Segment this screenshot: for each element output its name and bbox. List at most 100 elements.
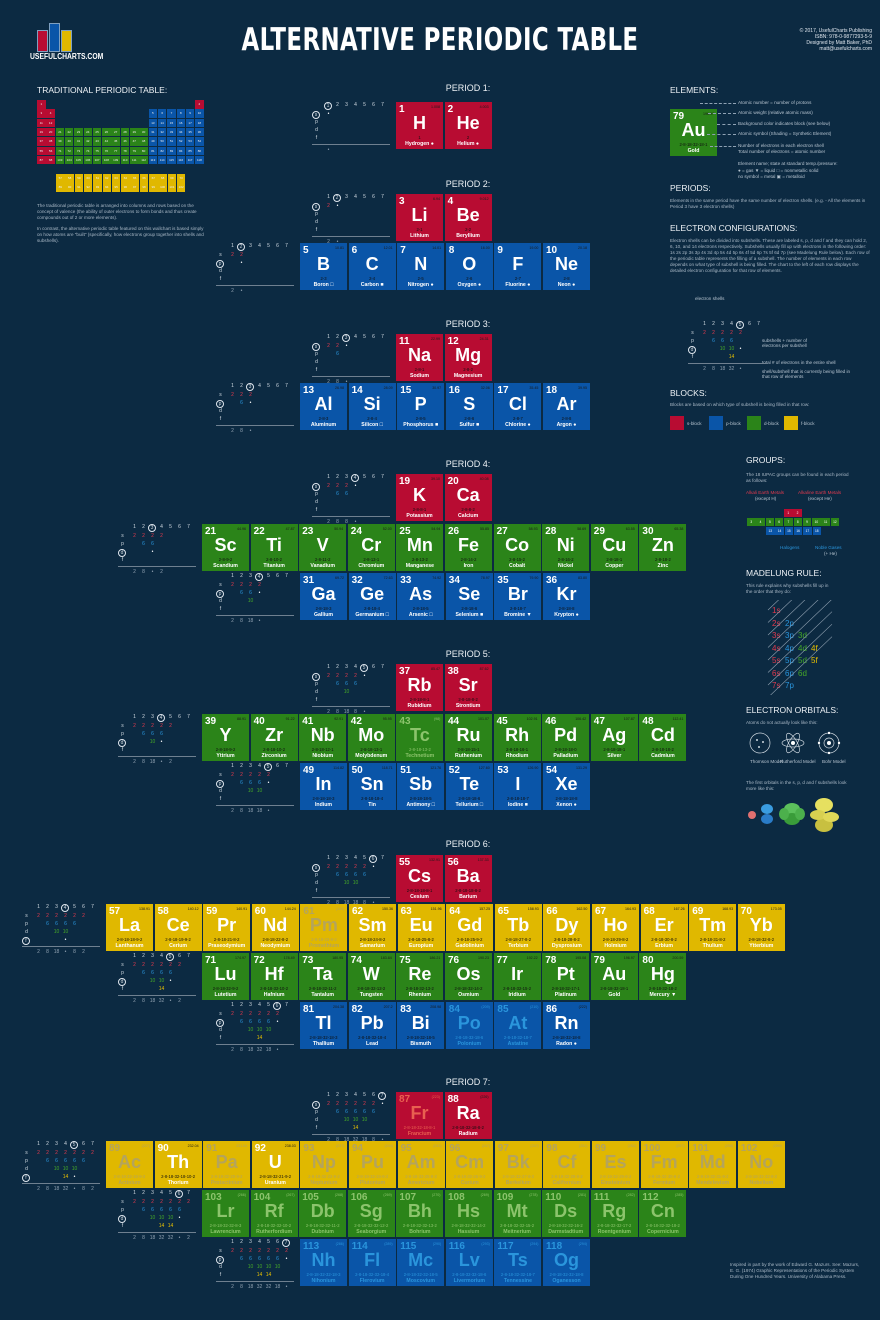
traditional-cell[interactable]: 56 [46, 146, 55, 156]
element-cell-sc[interactable]: 21 44.96 Sc 2-8-9-2 Scandium [202, 524, 249, 571]
traditional-cell[interactable]: 9 [185, 109, 195, 118]
traditional-cell[interactable]: 43 [92, 137, 102, 146]
traditional-cell[interactable]: 106 [83, 155, 93, 165]
element-cell-mg[interactable]: 12 24.31 Mg 2-8-2 Magnesium [444, 334, 492, 381]
traditional-cell[interactable]: 112 [139, 155, 148, 165]
element-cell-cl[interactable]: 17 35.45 Cl 2-8-7 Chlorine ● [494, 383, 542, 430]
traditional-cell[interactable]: 81 [148, 146, 158, 156]
element-cell-lv[interactable]: 116 (293) Lv 2-8-18-32-32-18-6 Livermorium [445, 1239, 493, 1286]
traditional-cell[interactable]: 1 [37, 100, 46, 109]
traditional-cell[interactable]: 22 [64, 127, 74, 137]
element-cell-rg[interactable]: 111 (282) Rg 2-8-18-32-32-17-2 Roentgenium [590, 1190, 638, 1237]
element-cell-ge[interactable]: 32 72.63 Ge 2-8-18-4 Germanium □ [348, 573, 396, 620]
element-cell-ni[interactable]: 28 58.69 Ni 2-8-16-2 Nickel [542, 524, 590, 571]
traditional-cell[interactable]: 90 [65, 183, 74, 192]
element-cell-lu[interactable]: 71 174.97 Lu 2-8-18-32-9-2 Lutetium [202, 953, 249, 1000]
element-cell-cn[interactable]: 112 (285) Cn 2-8-18-32-32-18-2 Copernicium [639, 1190, 687, 1237]
traditional-cell[interactable]: 67 [149, 174, 158, 183]
traditional-cell[interactable]: 5 [148, 109, 158, 118]
traditional-cell[interactable]: 42 [83, 137, 93, 146]
traditional-cell[interactable]: 100 [158, 183, 167, 192]
element-cell-sg[interactable]: 106 (269) Sg 2-8-18-32-32-12-2 Seaborgium [347, 1190, 395, 1237]
traditional-cell[interactable]: 58 [65, 174, 74, 183]
traditional-cell[interactable]: 85 [185, 146, 195, 156]
traditional-cell[interactable]: 110 [120, 155, 130, 165]
element-cell-cs[interactable]: 55 132.91 Cs 2-8-18-18-8-1 Cesium [396, 855, 443, 902]
element-cell-te[interactable]: 52 127.60 Te 2-8-18-18-6 Tellurium □ [445, 763, 493, 810]
traditional-cell[interactable]: 2 [195, 100, 204, 109]
traditional-cell[interactable]: 29 [130, 127, 139, 137]
element-cell-i[interactable]: 53 126.90 I 2-8-18-18-7 Iodine ■ [494, 763, 542, 810]
traditional-cell[interactable]: 109 [111, 155, 120, 165]
element-cell-tm[interactable]: 69 168.93 Tm 2-8-18-31-8-2 Thulium [689, 904, 737, 951]
element-cell-b[interactable]: 5 10.81 B 2-3 Boron □ [300, 243, 347, 290]
traditional-cell[interactable]: 117 [185, 155, 195, 165]
element-cell-ba[interactable]: 56 137.33 Ba 2-8-18-18-8-2 Barium [444, 855, 492, 902]
traditional-cell[interactable]: 11 [37, 118, 46, 128]
traditional-cell[interactable]: 114 [157, 155, 167, 165]
element-cell-eu[interactable]: 63 151.96 Eu 2-8-18-25-8-2 Europium [397, 904, 445, 951]
element-cell-xe[interactable]: 54 131.29 Xe 2-8-18-18-8 Xenon ● [543, 763, 590, 810]
element-cell-nb[interactable]: 41 92.91 Nb 2-8-18-12-1 Niobium [299, 714, 347, 761]
traditional-cell[interactable]: 115 [167, 155, 176, 165]
element-cell-na[interactable]: 11 22.99 Na 2-8-1 Sodium [396, 334, 443, 381]
traditional-cell[interactable]: 23 [74, 127, 83, 137]
traditional-cell[interactable]: 71 [55, 146, 65, 156]
traditional-cell[interactable]: 8 [176, 109, 186, 118]
element-cell-fm[interactable]: 100 (257) Fm 2-8-18-32-30-8-2 Fermium [640, 1141, 688, 1188]
traditional-cell[interactable]: 33 [167, 127, 176, 137]
traditional-cell[interactable]: 57 [56, 174, 65, 183]
element-cell-ga[interactable]: 31 69.72 Ga 2-8-18-3 Gallium [300, 573, 347, 620]
traditional-cell[interactable]: 116 [176, 155, 186, 165]
traditional-cell[interactable]: 3 [37, 109, 46, 118]
element-cell-cf[interactable]: 98 (251) Cf 2-8-18-32-28-8-2 Californium [543, 1141, 591, 1188]
element-cell-rh[interactable]: 45 102.91 Rh 2-8-18-16-1 Rhodium [493, 714, 541, 761]
element-cell-mo[interactable]: 42 95.95 Mo 2-8-18-13-1 Molybdenum [347, 714, 395, 761]
traditional-cell[interactable]: 75 [92, 146, 102, 156]
traditional-cell[interactable]: 73 [74, 146, 83, 156]
traditional-cell[interactable]: 98 [139, 183, 149, 192]
element-cell-pb[interactable]: 82 207.2 Pb 2-8-18-32-18-4 Lead [348, 1002, 396, 1049]
element-cell-zr[interactable]: 40 91.22 Zr 2-8-18-10-2 Zirconium [250, 714, 298, 761]
traditional-cell[interactable]: 28 [120, 127, 130, 137]
traditional-cell[interactable]: 32 [157, 127, 167, 137]
element-cell-f[interactable]: 9 19.00 F 2-7 Fluorine ● [494, 243, 542, 290]
element-cell-p[interactable]: 15 30.97 P 2-8-5 Phosphorus ■ [397, 383, 445, 430]
traditional-cell[interactable]: 92 [83, 183, 93, 192]
element-cell-pa[interactable]: 91 231.04 Pa 2-8-18-32-20-9-2 Protactinium [203, 1141, 251, 1188]
element-cell-cm[interactable]: 96 (247) Cm 2-8-18-32-25-9-2 Curium [446, 1141, 494, 1188]
traditional-cell[interactable]: 68 [158, 174, 167, 183]
element-cell-sn[interactable]: 50 118.71 Sn 2-8-18-18-4 Tin [348, 763, 396, 810]
element-cell-po[interactable]: 84 (209) Po 2-8-18-32-18-6 Polonium [445, 1002, 493, 1049]
element-cell-sr[interactable]: 38 87.62 Sr 2-8-18-8-2 Strontium [444, 664, 492, 711]
traditional-cell[interactable]: 77 [111, 146, 120, 156]
element-cell-fr[interactable]: 87 (223) Fr 2-8-18-32-18-8-1 Francium [396, 1092, 443, 1139]
traditional-cell[interactable]: 72 [64, 146, 74, 156]
element-cell-th[interactable]: 90 232.04 Th 2-8-18-32-18-10-2 Thorium [154, 1141, 202, 1188]
traditional-cell[interactable]: 36 [195, 127, 204, 137]
traditional-cell[interactable]: 103 [55, 155, 65, 165]
element-cell-bi[interactable]: 83 208.98 Bi 2-8-18-32-18-5 Bismuth [397, 1002, 445, 1049]
traditional-cell[interactable]: 84 [176, 146, 186, 156]
traditional-cell[interactable]: 40 [64, 137, 74, 146]
traditional-cell[interactable]: 105 [74, 155, 83, 165]
traditional-cell[interactable]: 111 [130, 155, 139, 165]
element-cell-tc[interactable]: 43 (98) Tc 2-8-18-13-2 Technetium [396, 714, 444, 761]
element-cell-er[interactable]: 68 167.26 Er 2-8-18-30-8-2 Erbium [640, 904, 688, 951]
element-cell-ca[interactable]: 20 40.08 Ca 2-8-8-2 Calcium [444, 474, 492, 521]
traditional-cell[interactable]: 104 [64, 155, 74, 165]
traditional-cell[interactable]: 21 [55, 127, 65, 137]
traditional-cell[interactable]: 79 [130, 146, 139, 156]
traditional-cell[interactable]: 31 [148, 127, 158, 137]
traditional-cell[interactable]: 35 [185, 127, 195, 137]
element-cell-n[interactable]: 7 14.01 N 2-5 Nitrogen ● [397, 243, 445, 290]
element-cell-ar[interactable]: 18 39.95 Ar 2-8-8 Argon ● [543, 383, 590, 430]
element-cell-mn[interactable]: 25 54.94 Mn 2-8-13-2 Manganese [396, 524, 444, 571]
traditional-cell[interactable]: 55 [37, 146, 46, 156]
traditional-cell[interactable]: 44 [102, 137, 111, 146]
element-cell-fe[interactable]: 26 55.85 Fe 2-8-14-2 Iron [445, 524, 492, 571]
traditional-cell[interactable]: 41 [74, 137, 83, 146]
traditional-cell[interactable]: 80 [139, 146, 148, 156]
element-cell-sm[interactable]: 62 150.36 Sm 2-8-18-24-8-2 Samarium [349, 904, 396, 951]
element-cell-nd[interactable]: 60 144.24 Nd 2-8-18-22-8-2 Neodymium [251, 904, 299, 951]
